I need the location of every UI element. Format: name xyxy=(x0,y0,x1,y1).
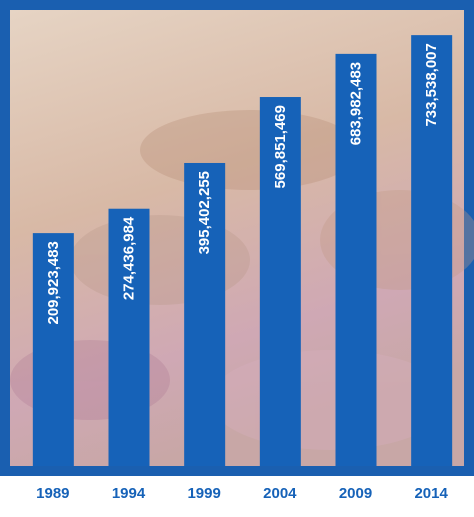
x-tick-label: 2009 xyxy=(339,485,372,502)
bar xyxy=(108,208,150,466)
value-label: 683,982,483 xyxy=(347,62,364,145)
plot-background xyxy=(10,10,464,466)
bar xyxy=(335,53,377,467)
bar xyxy=(32,233,74,466)
bar xyxy=(184,162,226,466)
x-tick-label: 2014 xyxy=(414,485,448,502)
value-label: 209,923,483 xyxy=(45,241,62,324)
value-label: 395,402,255 xyxy=(196,171,213,254)
bar xyxy=(259,97,301,466)
x-tick-label: 2004 xyxy=(263,485,297,502)
value-label: 733,538,007 xyxy=(423,43,440,126)
value-label: 569,851,469 xyxy=(272,105,289,188)
value-label: 274,436,984 xyxy=(120,216,137,300)
x-tick-label: 1989 xyxy=(36,485,69,502)
x-tick-label: 1994 xyxy=(112,485,146,502)
bar xyxy=(411,35,453,466)
x-tick-label: 1999 xyxy=(187,485,220,502)
